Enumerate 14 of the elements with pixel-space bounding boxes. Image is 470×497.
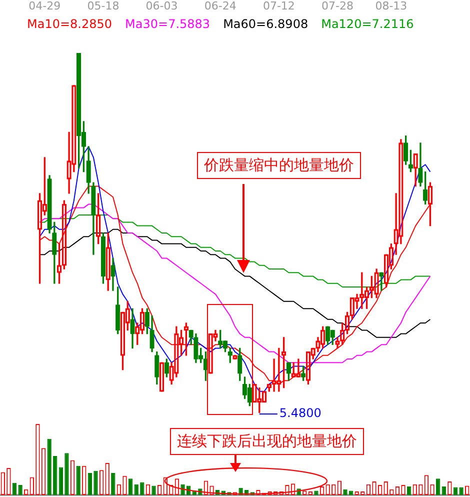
- text: Ma120=7.2116: [321, 17, 414, 31]
- annotation: 价跌量缩中的地量地价: [197, 152, 361, 179]
- annotation: 5.4800: [279, 406, 322, 420]
- text: Ma60=6.8908: [223, 17, 308, 31]
- x-tick-label: 04-29: [28, 0, 61, 12]
- x-tick-label: 05-18: [87, 0, 120, 12]
- x-tick-label: 06-03: [146, 0, 178, 12]
- x-tick-label: 07-28: [322, 0, 354, 12]
- annotation: 连续下跌后出现的地量地价: [170, 428, 364, 455]
- x-tick-label: 08-13: [375, 0, 408, 12]
- text: Ma10=8.2850: [27, 17, 112, 31]
- x-tick-label: 06-24: [204, 0, 236, 12]
- x-tick-label: 07-12: [262, 0, 295, 12]
- text: Ma30=7.5883: [125, 17, 210, 31]
